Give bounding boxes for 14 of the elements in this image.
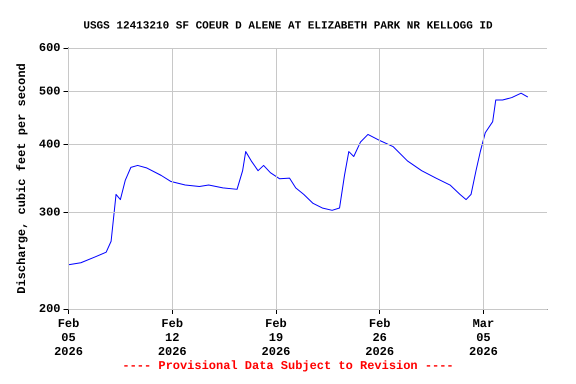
x-tick-label: Feb 26 2026 [365,317,394,359]
x-tick-label: Feb 12 2026 [158,317,187,359]
y-axis-title: Discharge, cubic feet per second [15,63,29,294]
x-tick-label: Feb 19 2026 [262,317,290,359]
y-tick-label: 600 [38,41,61,55]
x-tick-label: Feb 05 2026 [54,317,83,359]
text: ---- Provisional Data Subject to Revision ---- [122,359,454,373]
line-series [68,92,528,266]
y-tick-label: 500 [38,84,61,98]
y-tick-label: 200 [38,302,61,316]
x-tick-label: Mar 05 2026 [469,317,498,359]
chart-title: USGS 12413210 SF COEUR D ALENE AT ELIZABETH PARK NR KELLOGG ID [83,20,494,32]
y-tick-label: 300 [38,206,61,220]
y-tick-label: 400 [38,137,61,152]
